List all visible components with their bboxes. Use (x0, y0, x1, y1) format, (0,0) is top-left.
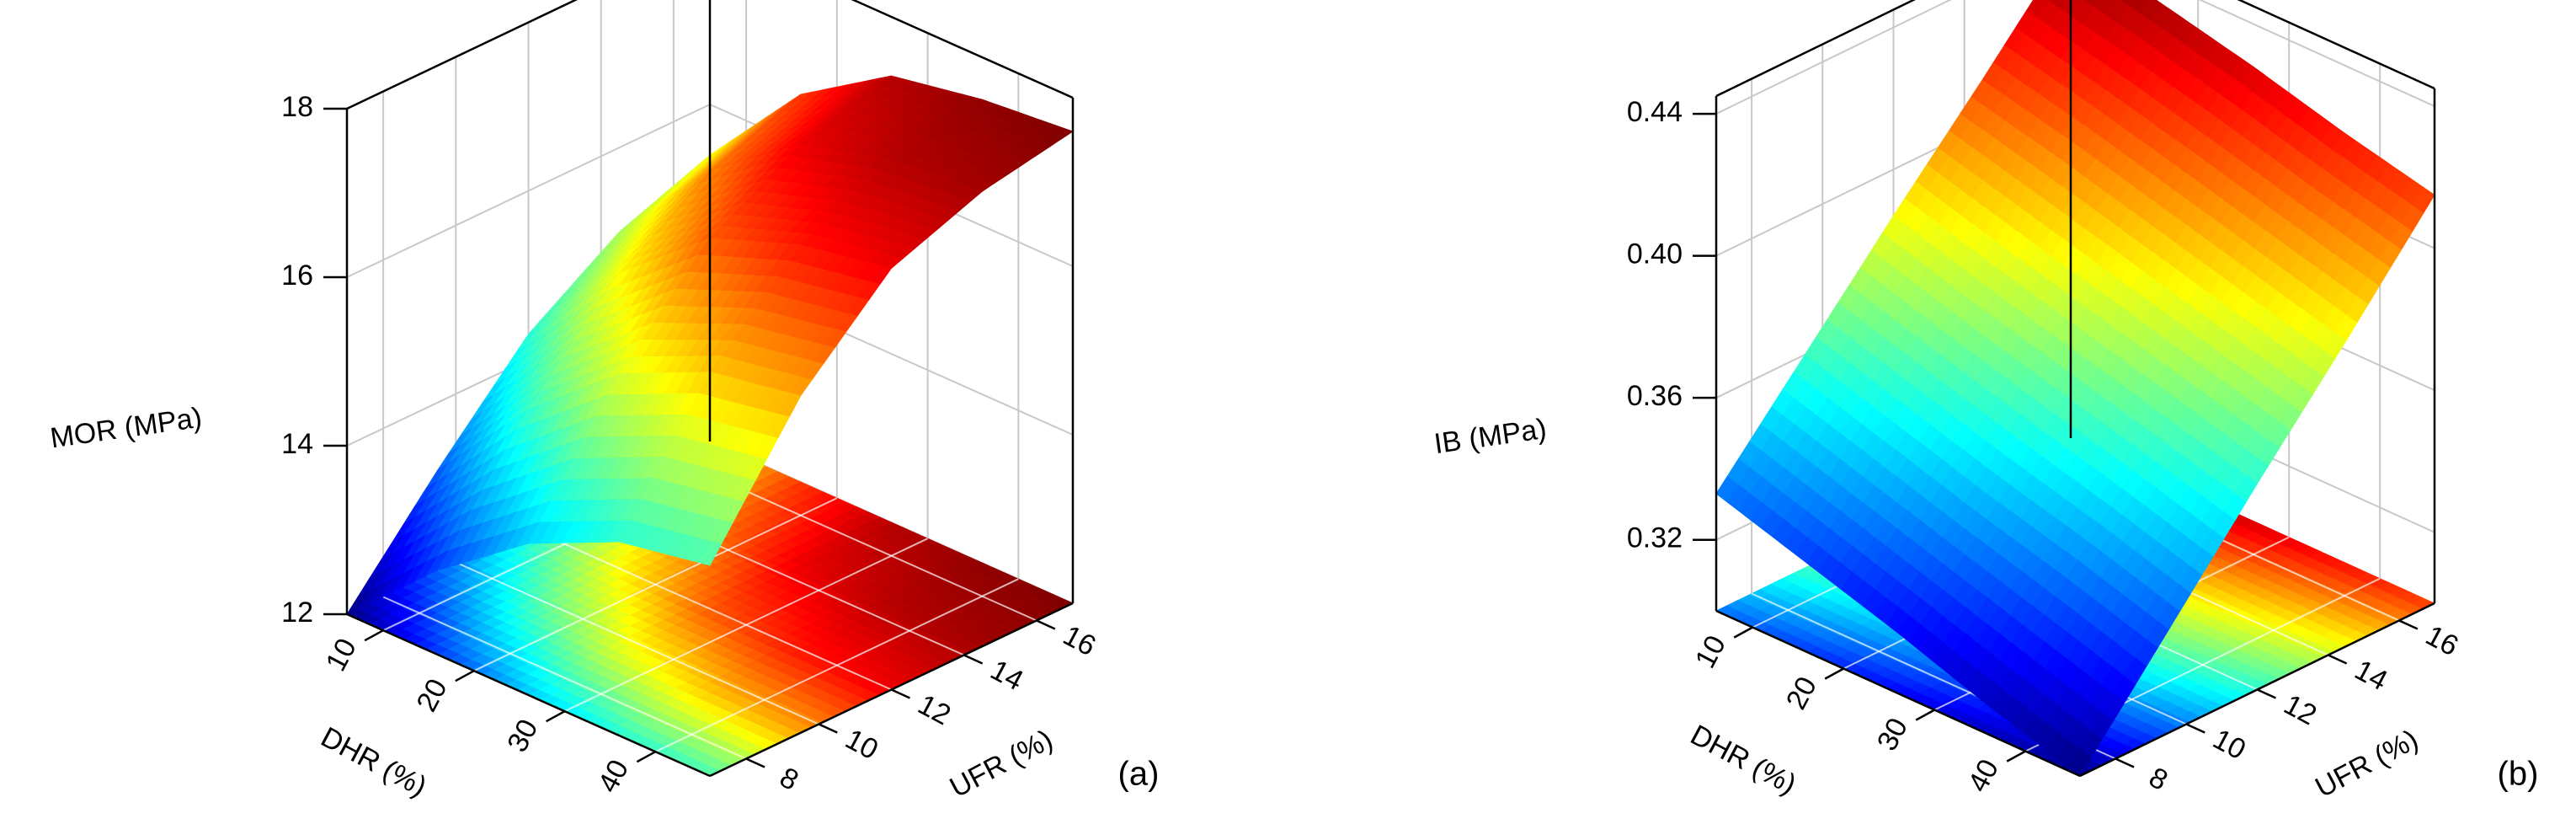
y-tick (745, 757, 765, 768)
x-tick (455, 670, 475, 682)
axis-line (1715, 609, 2081, 778)
z-tick-label: 0.44 (1627, 96, 1683, 128)
x-tick (1733, 626, 1753, 639)
x-tick-label: 40 (592, 755, 635, 798)
y-tick (963, 654, 984, 665)
z-tick-label: 0.32 (1627, 522, 1683, 554)
y-tick-label: 12 (2279, 688, 2322, 731)
y-tick (818, 723, 838, 734)
z-tick-label: 18 (281, 91, 313, 123)
surface-patch (697, 540, 723, 566)
axis-line (346, 613, 711, 778)
y-tick (890, 688, 911, 699)
panel: 0.32 0.36 0.40 0.44 10 20 30 40 8 10 12 14 16 DHR (%)… (1432, 0, 2539, 805)
x-tick (546, 710, 566, 723)
panel-label: (b) (2498, 756, 2539, 793)
z-axis-title: MOR (MPa) (48, 402, 204, 455)
y-tick (2398, 619, 2419, 630)
y-tick-label: 16 (1058, 619, 1101, 662)
z-tick-label: 12 (281, 597, 313, 629)
z-tick-label: 14 (281, 428, 313, 460)
y-tick-label: 16 (2420, 619, 2463, 662)
y-tick (2256, 688, 2277, 699)
y-tick-label: 8 (2144, 762, 2173, 797)
x-tick-label: 20 (1780, 672, 1823, 714)
x-tick (1824, 667, 1844, 680)
y-tick (1036, 619, 1056, 630)
grid-line (2198, 0, 2435, 107)
z-axis-title: IB (MPa) (1432, 413, 1549, 460)
x-axis-title: DHR (%) (316, 721, 432, 803)
y-axis-title: UFR (%) (2310, 724, 2424, 805)
x-tick-label: 40 (1962, 754, 2005, 797)
x-axis-title: DHR (%) (1685, 719, 1801, 800)
x-tick (2006, 750, 2026, 762)
floor-grid-line (382, 596, 747, 760)
panel-label: (a) (1118, 756, 1160, 793)
floor-grid-line (528, 527, 892, 691)
y-tick-label: 14 (985, 654, 1028, 697)
x-tick-label: 30 (1871, 713, 1914, 756)
x-tick-label: 20 (410, 674, 453, 717)
y-tick-label: 12 (913, 688, 956, 731)
y-tick-label: 10 (2208, 723, 2251, 766)
z-tick-label: 16 (281, 260, 313, 292)
x-tick-label: 10 (320, 634, 363, 677)
y-tick-label: 8 (775, 762, 804, 797)
x-tick (636, 751, 656, 763)
axis-line (1715, 0, 1916, 98)
y-tick (2115, 757, 2135, 768)
axis-line (2237, 0, 2435, 90)
y-tick-label: 14 (2349, 654, 2392, 697)
z-tick-label: 0.40 (1627, 238, 1683, 270)
x-tick-label: 10 (1689, 630, 1732, 673)
x-tick-label: 30 (501, 714, 544, 757)
x-tick (1915, 709, 1935, 721)
y-tick (2185, 723, 2205, 734)
y-tick (2328, 654, 2348, 665)
axis-line (851, 0, 1074, 99)
y-axis-title: UFR (%) (945, 724, 1059, 805)
z-tick-label: 0.36 (1627, 380, 1683, 412)
surface-patch (2067, 748, 2092, 777)
y-tick-label: 10 (840, 723, 883, 766)
axis-line (346, 0, 579, 110)
floor-grid-line (455, 561, 819, 725)
x-tick (364, 629, 384, 642)
